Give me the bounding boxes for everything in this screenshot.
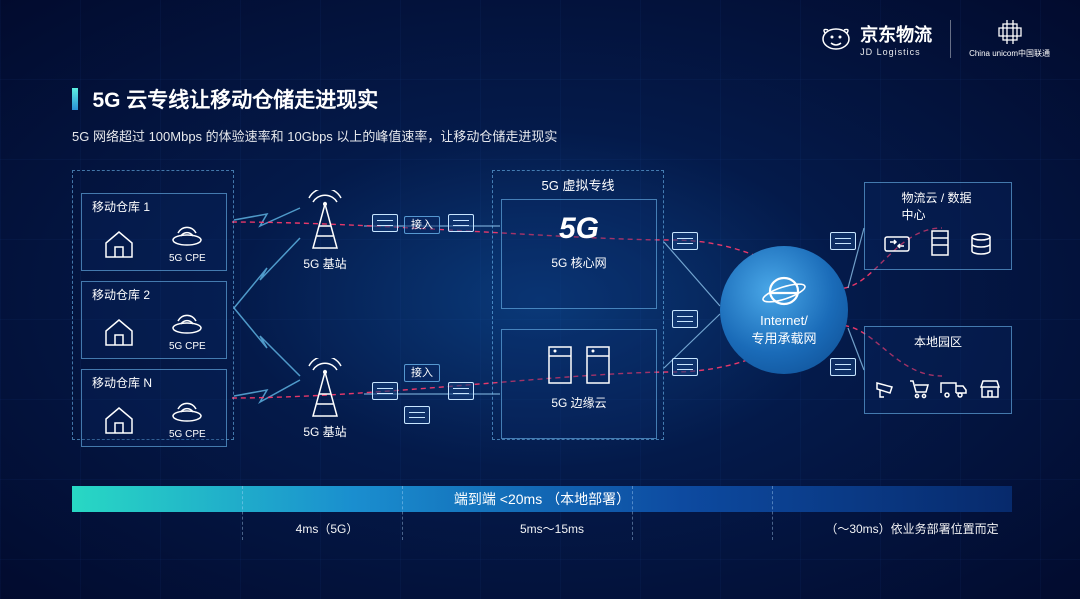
warehouse-2-title: 移动仓库 2 <box>92 286 150 303</box>
router-icon <box>448 382 474 400</box>
router-icon <box>672 358 698 376</box>
base-station-1: 5G 基站 <box>292 190 358 272</box>
latency-bar: 端到端 <20ms （本地部署） <box>72 486 1012 512</box>
tower-icon <box>297 358 353 418</box>
cart-icon <box>907 377 931 401</box>
header: 京东物流 JD Logistics China unicom中国联通 <box>820 18 1050 59</box>
internet-label-2: 专用承载网 <box>751 328 816 347</box>
edge-cloud-box: 5G 边缘云 <box>501 329 657 439</box>
router-icon <box>672 232 698 250</box>
router-icon <box>672 310 698 328</box>
database-icon <box>968 231 994 257</box>
core-network-box: 5G 5G 核心网 <box>501 199 657 309</box>
latency-segment-label: 4ms（5G） <box>252 520 402 537</box>
router-icon <box>372 214 398 232</box>
logo-divider <box>950 20 951 58</box>
base-station-1-label: 5G 基站 <box>292 255 358 272</box>
five-g-logo: 5G <box>502 212 656 246</box>
page-subtitle: 5G 网络超过 100Mbps 的体验速率和 10Gbps 以上的峰值速率，让移… <box>72 126 557 145</box>
latency-segment-label: 5ms～15ms <box>472 520 632 537</box>
internet-label-1: Internet/ <box>760 313 808 328</box>
logo-china-unicom: China unicom中国联通 <box>969 18 1050 59</box>
latency-tick <box>402 486 403 540</box>
cloud-datacenter-box: 物流云 / 数据中心 <box>864 182 1012 270</box>
cpe-block: 5G CPE <box>169 312 206 352</box>
edge-cloud-label: 5G 边缘云 <box>502 394 656 411</box>
core-network-label: 5G 核心网 <box>502 254 656 271</box>
warehouse-2: 移动仓库 2 5G CPE <box>81 281 227 359</box>
warehouse-n-title: 移动仓库 N <box>92 374 152 391</box>
title-accent-bar <box>72 88 78 110</box>
camera-icon <box>874 377 898 401</box>
latency-tick <box>242 486 243 540</box>
internet-e-icon <box>762 273 806 313</box>
core-group: 5G 虚拟专线 5G 5G 核心网 5G 边缘云 <box>492 170 664 440</box>
jd-name: 京东物流 <box>860 21 932 47</box>
latency-tick <box>632 486 633 540</box>
cloud-dc-title: 物流云 / 数据中心 <box>902 189 975 223</box>
store-icon <box>978 377 1002 401</box>
cpe-block: 5G CPE <box>169 224 206 264</box>
access-pill-2: 接入 <box>404 364 440 382</box>
router-icon <box>372 382 398 400</box>
latency-segment-label: （～30ms）依业务部署位置而定 <box>782 520 1042 537</box>
warehouse-n: 移动仓库 N 5G CPE <box>81 369 227 447</box>
switch-icon <box>882 231 912 257</box>
unicom-knot-icon <box>993 18 1027 46</box>
base-station-2-label: 5G 基站 <box>292 423 358 440</box>
house-icon <box>102 317 136 352</box>
latency-bar-text: 端到端 <20ms （本地部署） <box>454 491 630 507</box>
server-icon <box>929 229 951 257</box>
house-icon <box>102 405 136 440</box>
page-title: 5G 云专线让移动仓储走进现实 <box>92 84 378 114</box>
router-icon <box>830 232 856 250</box>
warehouse-group: 移动仓库 1 5G CPE 移动仓库 2 5G CPE <box>72 170 234 440</box>
router-icon <box>830 358 856 376</box>
warehouse-1-title: 移动仓库 1 <box>92 198 150 215</box>
logo-jd: 京东物流 JD Logistics <box>820 21 932 57</box>
cpe-icon <box>170 312 204 334</box>
truck-icon <box>939 377 969 401</box>
title-block: 5G 云专线让移动仓储走进现实 5G 网络超过 100Mbps 的体验速率和 1… <box>72 84 557 145</box>
router-icon <box>448 214 474 232</box>
house-icon <box>102 229 136 264</box>
tower-icon <box>297 190 353 250</box>
cpe-icon <box>170 400 204 422</box>
cpe-block: 5G CPE <box>169 400 206 440</box>
base-station-2: 5G 基站 <box>292 358 358 440</box>
warehouse-1: 移动仓库 1 5G CPE <box>81 193 227 271</box>
cpe-icon <box>170 224 204 246</box>
core-group-title: 5G 虚拟专线 <box>542 175 615 194</box>
server-icon <box>546 344 574 386</box>
server-icon <box>584 344 612 386</box>
latency-tick <box>772 486 773 540</box>
internet-sphere: Internet/ 专用承载网 <box>720 246 848 374</box>
access-pill-1: 接入 <box>404 216 440 234</box>
campus-title: 本地园区 <box>914 333 962 350</box>
campus-box: 本地园区 <box>864 326 1012 414</box>
router-icon <box>404 406 430 424</box>
jd-sub: JD Logistics <box>860 47 932 57</box>
jd-dog-icon <box>820 25 852 53</box>
diagram-canvas: 移动仓库 1 5G CPE 移动仓库 2 5G CPE <box>72 158 1012 478</box>
